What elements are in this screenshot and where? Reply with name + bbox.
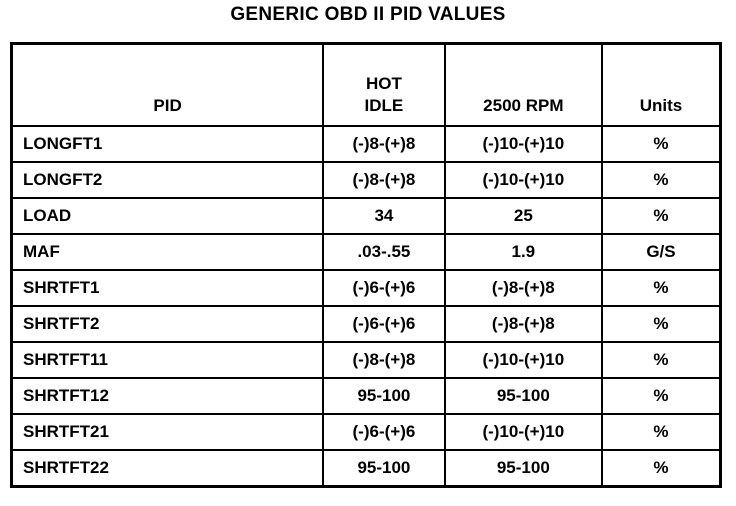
units-cell: %: [600, 197, 722, 235]
hot-idle-cell: (-)6-(+)6: [322, 269, 446, 307]
hot-idle-cell: (-)6-(+)6: [322, 305, 446, 343]
rpm-cell: 1.9: [443, 233, 603, 271]
units-cell: %: [600, 449, 722, 488]
table-row: SHRTFT2 (-)6-(+)6 (-)8-(+)8%: [10, 305, 722, 343]
pid-cell: SHRTFT1: [10, 269, 325, 307]
hot-idle-cell: .03-.55: [322, 233, 446, 271]
rpm-cell: (-)10-(+)10: [443, 161, 603, 199]
header-hot-idle-line1: HOT: [365, 74, 402, 93]
pid-cell: SHRTFT11: [10, 341, 325, 379]
pid-cell: SHRTFT22: [10, 449, 325, 488]
pid-cell: SHRTFT2: [10, 305, 325, 343]
table-row: SHRTFT21 (-)6-(+)6 (-)10-(+)10%: [10, 413, 722, 451]
units-cell: G/S: [600, 233, 722, 271]
units-cell: %: [600, 341, 722, 379]
table-row: SHRTFT22 95-100 95-100%: [10, 449, 722, 488]
table-row: LONGFT2 (-)8-(+)8 (-)10-(+)10%: [10, 161, 722, 199]
units-cell: %: [600, 269, 722, 307]
header-hot-idle-line2: IDLE: [364, 96, 404, 115]
hot-idle-cell: (-)8-(+)8: [322, 125, 446, 163]
units-cell: %: [600, 305, 722, 343]
table-row: SHRTFT11 (-)8-(+)8 (-)10-(+)10%: [10, 341, 722, 379]
pid-cell: MAF: [10, 233, 325, 271]
pid-cell: LOAD: [10, 197, 325, 235]
hot-idle-cell: (-)8-(+)8: [322, 161, 446, 199]
hot-idle-cell: (-)8-(+)8: [322, 341, 446, 379]
header-pid: PID: [10, 42, 325, 127]
rpm-cell: (-)10-(+)10: [443, 413, 603, 451]
units-cell: %: [600, 377, 722, 415]
table-row: SHRTFT12 95-100 95-100%: [10, 377, 722, 415]
units-cell: %: [600, 161, 722, 199]
pid-cell: SHRTFT21: [10, 413, 325, 451]
rpm-cell: (-)8-(+)8: [443, 269, 603, 307]
pid-cell: LONGFT2: [10, 161, 325, 199]
units-cell: %: [600, 413, 722, 451]
rpm-cell: (-)10-(+)10: [443, 341, 603, 379]
hot-idle-cell: 95-100: [322, 377, 446, 415]
table-row: SHRTFT1 (-)6-(+)6 (-)8-(+)8%: [10, 269, 722, 307]
table-row: LOAD 34 25%: [10, 197, 722, 235]
rpm-cell: (-)10-(+)10: [443, 125, 603, 163]
header-hot-idle: HOT IDLE: [322, 42, 446, 127]
hot-idle-cell: 34: [322, 197, 446, 235]
hot-idle-cell: 95-100: [322, 449, 446, 488]
pid-values-table: PID HOT IDLE 2500 RPM Units LONGFT1 (-)8-(…: [10, 42, 722, 488]
table-row: MAF .03-.55 1.9 G/S: [10, 233, 722, 271]
header-rpm: 2500 RPM: [443, 42, 603, 127]
table-row: LONGFT1 (-)8-(+)8 (-)10-(+)10%: [10, 125, 722, 163]
rpm-cell: 25: [443, 197, 603, 235]
pid-cell: SHRTFT12: [10, 377, 325, 415]
header-units: Units: [600, 42, 722, 127]
rpm-cell: (-)8-(+)8: [443, 305, 603, 343]
page-title: GENERIC OBD II PID VALUES: [230, 4, 506, 25]
units-cell: %: [600, 125, 722, 163]
header-row: PID HOT IDLE 2500 RPM Units: [10, 42, 722, 127]
hot-idle-cell: (-)6-(+)6: [322, 413, 446, 451]
rpm-cell: 95-100: [443, 449, 603, 488]
pid-cell: LONGFT1: [10, 125, 325, 163]
rpm-cell: 95-100: [443, 377, 603, 415]
